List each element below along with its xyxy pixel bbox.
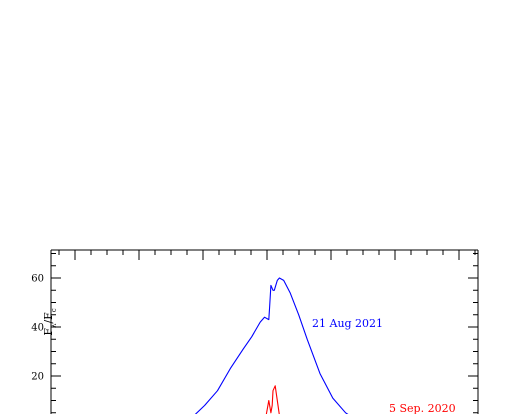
annotation-aug-2021: 21 Aug 2021	[312, 317, 383, 330]
series-line-1	[265, 385, 280, 414]
annotation-sep-2020: 5 Sep. 2020	[389, 402, 456, 414]
series-line-0	[194, 277, 349, 414]
y-tick-label: 20	[31, 372, 44, 383]
y-axis-label: Fλ/Fc	[42, 308, 58, 335]
plot-frame	[50, 249, 479, 414]
y-tick-label: 60	[31, 274, 44, 285]
series-layer	[194, 277, 349, 414]
x-axis-ticks	[58, 250, 476, 260]
y-tick-label: 40	[31, 323, 44, 334]
y-axis-ticks: 20 40 60	[31, 253, 478, 414]
